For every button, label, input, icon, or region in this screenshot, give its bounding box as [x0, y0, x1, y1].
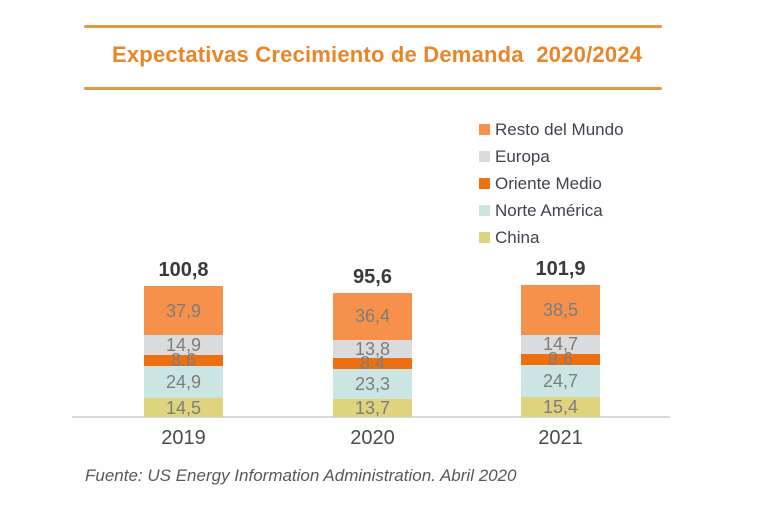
legend-label: Oriente Medio [495, 173, 602, 193]
legend-swatch-icon [479, 151, 490, 162]
segment-value-label: 14,5 [165, 397, 202, 418]
segment-value-label: 13,7 [354, 398, 391, 419]
segment-norte-américa: 24,9 [144, 365, 223, 399]
legend-swatch-icon [479, 124, 490, 135]
legend-item-europa: Europa [479, 143, 624, 170]
segment-norte-américa: 23,3 [333, 368, 412, 400]
legend-label: China [495, 227, 540, 247]
segment-value-label: 13,8 [354, 339, 391, 360]
bar-2019: 100,8 37,9 14,9 8,6 24,9 14,5 [144, 259, 223, 417]
legend-swatch-icon [479, 205, 490, 216]
segment-europa: 14,9 [144, 334, 223, 355]
bar-total-label: 100,8 [158, 259, 209, 281]
segment-europa: 14,7 [521, 334, 600, 355]
legend-swatch-icon [479, 178, 490, 189]
segment-resto-del-mundo: 38,5 [521, 284, 600, 335]
segment-value-label: 37,9 [165, 300, 202, 321]
segment-value-label: 15,4 [542, 396, 579, 417]
legend-label: Resto del Mundo [495, 119, 624, 139]
legend-item-oriente-medio: Oriente Medio [479, 170, 624, 197]
bar-total-label: 101,9 [535, 257, 586, 280]
chart-title: Expectativas Crecimiento de Demanda 2020… [112, 42, 643, 67]
legend-label: Norte América [495, 200, 603, 220]
segment-resto-del-mundo: 36,4 [333, 292, 412, 341]
source-note: Fuente: US Energy Information Administra… [85, 466, 517, 485]
segment-value-label: 36,4 [354, 306, 391, 327]
segment-china: 13,7 [333, 399, 412, 417]
x-axis-baseline [72, 416, 670, 418]
segment-oriente-medio: 8,4 [333, 354, 412, 372]
segment-value-label: 8,4 [359, 353, 386, 374]
segment-norte-américa: 24,7 [521, 364, 600, 397]
x-axis-label-2021: 2021 [538, 427, 583, 449]
legend-item-china: China [479, 224, 624, 251]
segment-value-label: 24,9 [165, 371, 202, 392]
bar-2021: 101,9 38,5 14,7 8,6 24,7 15,4 [521, 258, 600, 417]
chart-legend: Resto del Mundo Europa Oriente Medio Norte … [479, 116, 624, 251]
segment-oriente-medio: 8,6 [521, 350, 600, 368]
title-rule-bottom [84, 87, 662, 90]
legend-swatch-icon [479, 232, 490, 243]
segment-china: 14,5 [144, 398, 223, 417]
segment-value-label: 38,5 [542, 299, 579, 320]
title-rule-top [84, 25, 662, 28]
bar-2020: 95,6 36,4 13,8 8,4 23,3 13,7 [333, 266, 412, 417]
segment-value-label: 14,7 [542, 334, 579, 355]
segment-china: 15,4 [521, 396, 600, 417]
segment-value-label: 8,6 [170, 350, 197, 371]
legend-label: Europa [495, 146, 550, 166]
legend-item-norte-américa: Norte América [479, 197, 624, 224]
segment-europa: 13,8 [333, 340, 412, 358]
segment-value-label: 14,9 [165, 334, 202, 355]
bar-total-label: 95,6 [353, 265, 392, 288]
legend-item-resto-del-mundo: Resto del Mundo [479, 116, 624, 143]
segment-value-label: 24,7 [542, 370, 579, 391]
segment-resto-del-mundo: 37,9 [144, 286, 223, 336]
segment-oriente-medio: 8,6 [144, 351, 223, 369]
x-axis-label-2019: 2019 [161, 427, 206, 449]
x-axis-label-2020: 2020 [350, 427, 395, 449]
segment-value-label: 23,3 [354, 374, 391, 395]
segment-value-label: 8,6 [547, 349, 574, 370]
